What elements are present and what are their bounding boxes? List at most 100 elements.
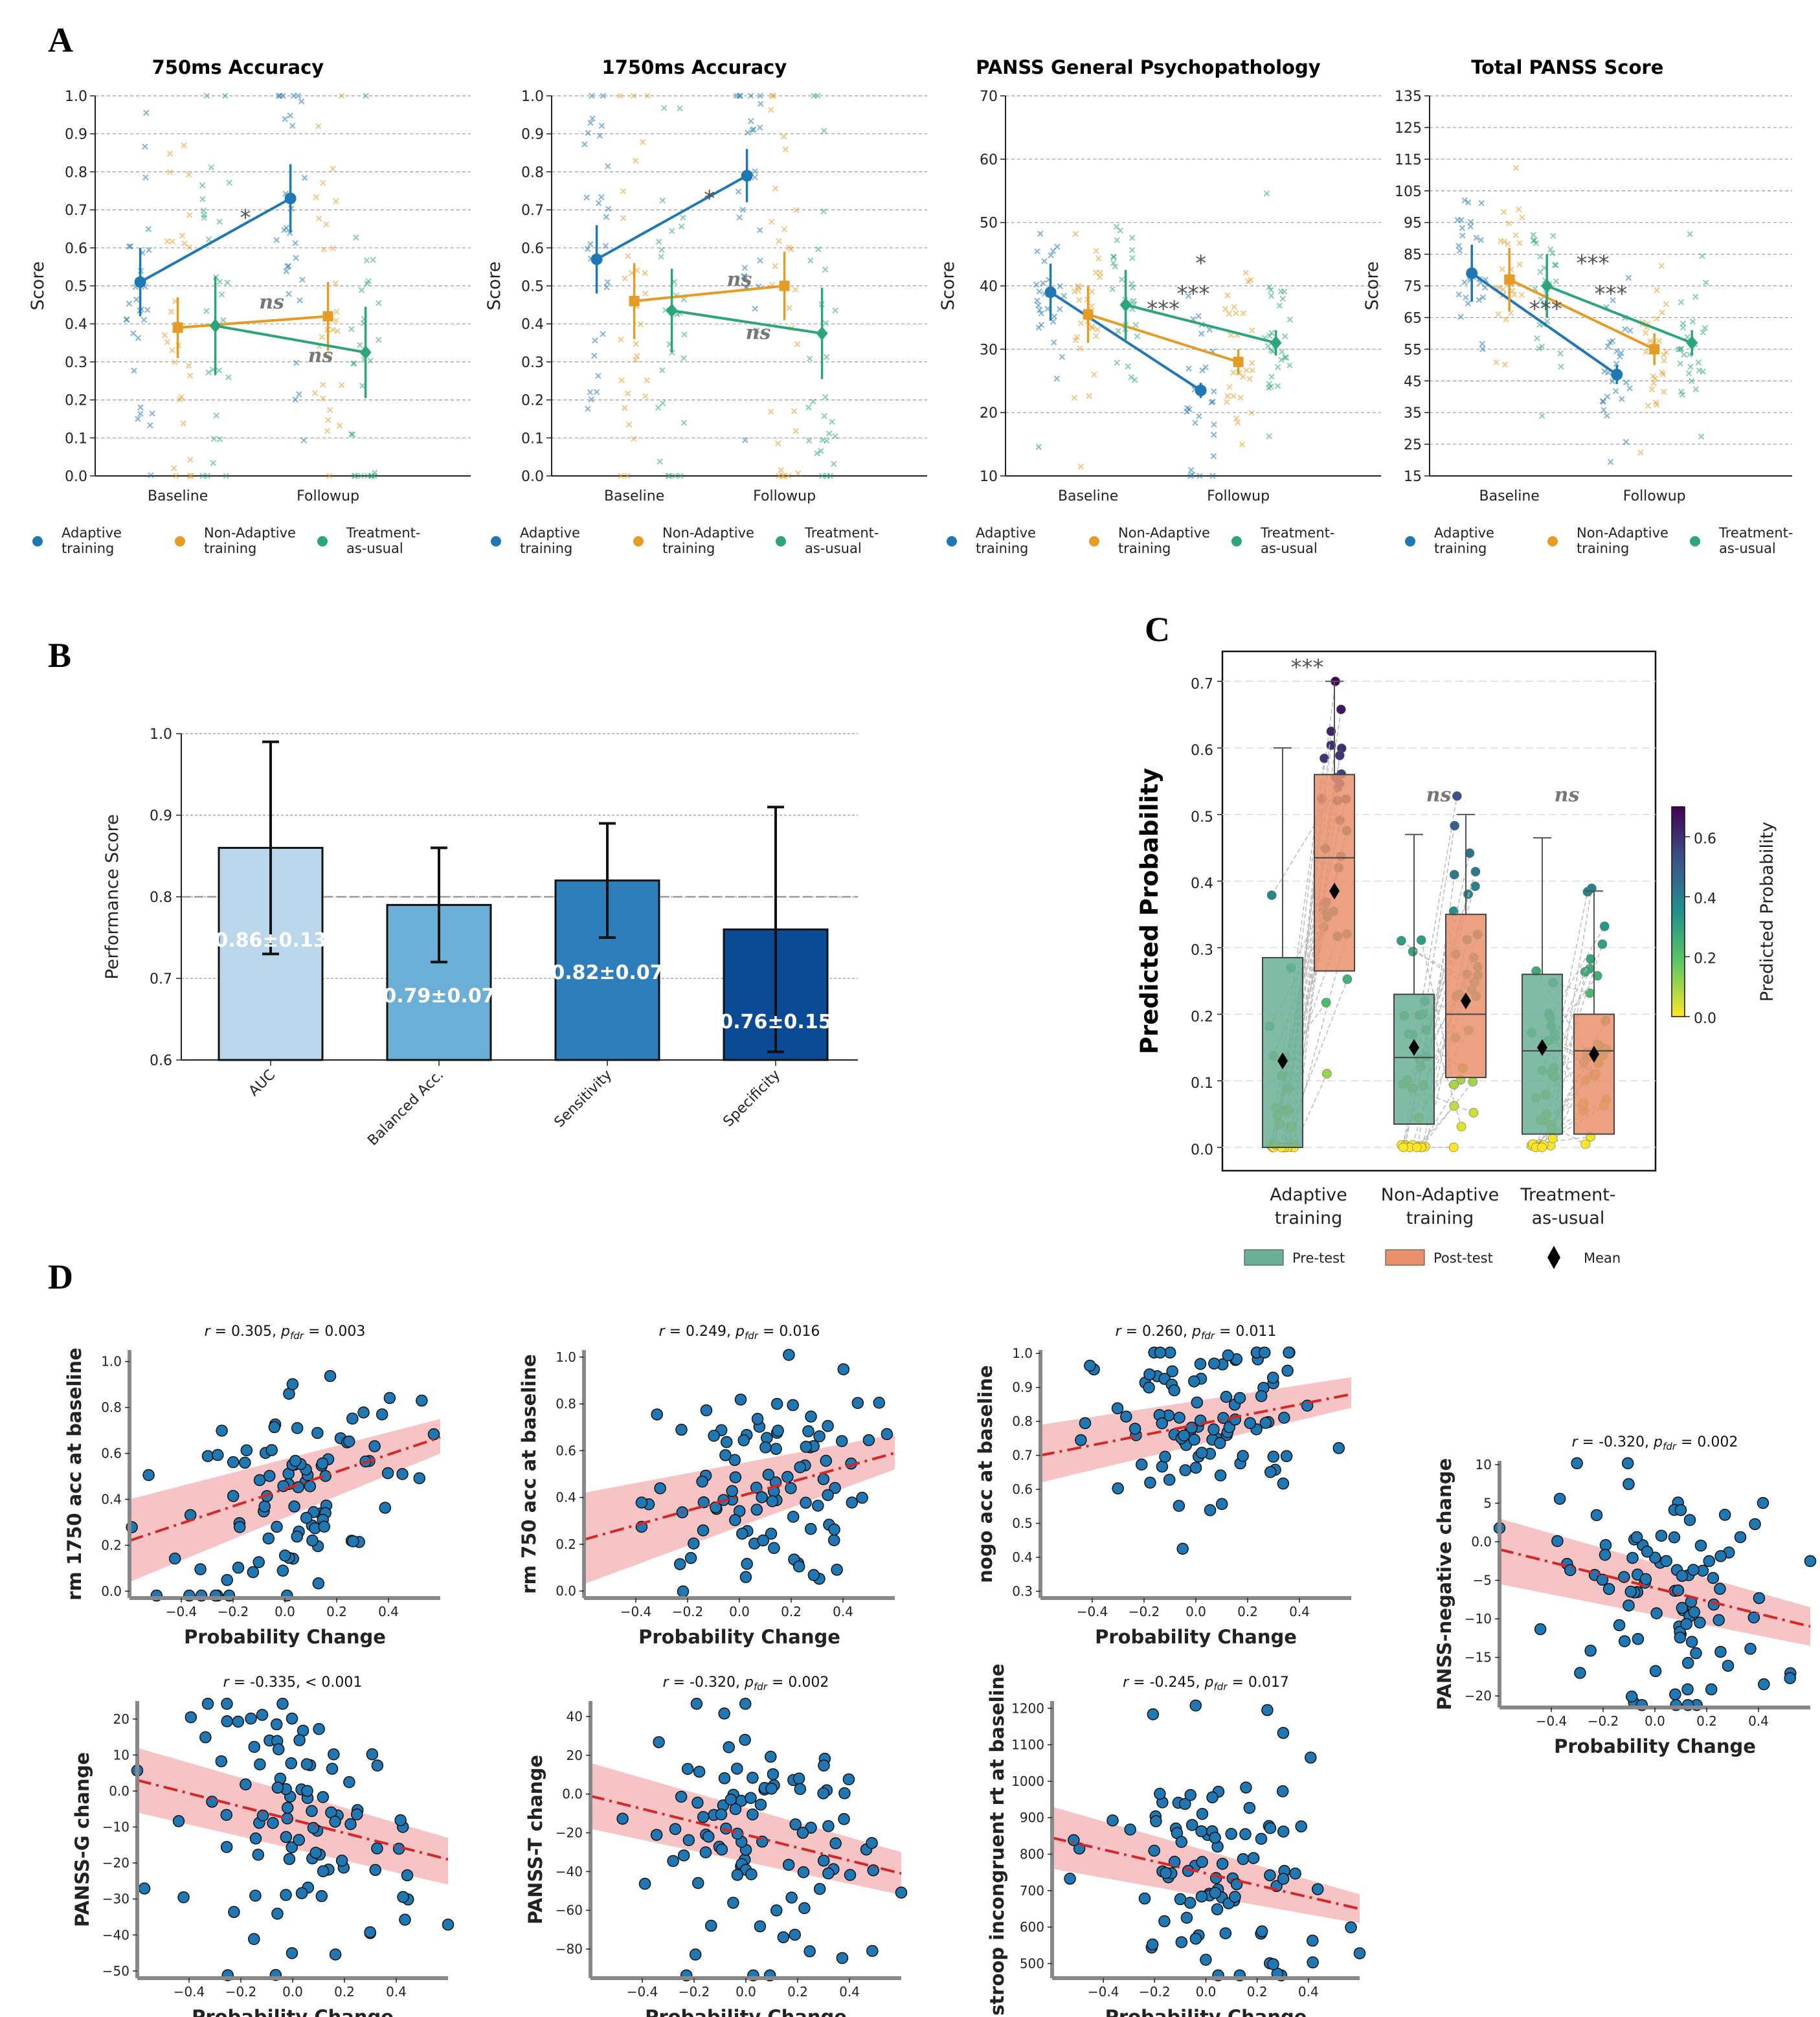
data-point (783, 1349, 795, 1361)
data-point (1175, 1836, 1188, 1848)
raw-point (583, 194, 590, 201)
raw-point (1612, 388, 1619, 394)
y-tick-label: 1.0 (1012, 1346, 1033, 1361)
raw-point (316, 215, 322, 222)
raw-point (1226, 310, 1233, 317)
raw-point (829, 418, 835, 425)
data-point (1259, 1417, 1272, 1429)
raw-point (144, 306, 151, 313)
y-tick-label: 20 (567, 1748, 583, 1763)
raw-point (1549, 250, 1556, 256)
data-point (335, 1854, 348, 1867)
data-point (1714, 1645, 1727, 1658)
data-point (1209, 1886, 1222, 1899)
data-point (221, 1698, 233, 1710)
data-point (1239, 1828, 1252, 1840)
data-point (194, 1563, 207, 1575)
legend-label: Post-test (1433, 1250, 1493, 1266)
data-point (315, 1890, 328, 1902)
raw-point (295, 93, 302, 99)
data-point (206, 1796, 218, 1808)
raw-point (1622, 326, 1628, 332)
data-point (324, 1369, 337, 1382)
raw-point (334, 328, 341, 335)
plot-frame (1221, 650, 1657, 1172)
raw-point (620, 214, 627, 221)
data-point (1154, 1346, 1167, 1359)
y-axis-label: Predicted Probability (1136, 768, 1163, 1054)
data-point (650, 1829, 663, 1841)
data-point (1184, 1897, 1196, 1909)
series-line-1 (1509, 278, 1656, 351)
series-line-2 (671, 309, 822, 335)
raw-point (287, 112, 293, 119)
raw-point (1506, 220, 1512, 227)
data-point (1143, 1381, 1155, 1394)
box-chart-C: 0.0 0.1 0.2 0.3 0.4 0.5 0.6 0.7 Predicted Probab… (1136, 650, 1777, 1269)
raw-point (1034, 297, 1040, 304)
x-tick-label: −0.4 (174, 1984, 205, 2000)
data-point (820, 1454, 833, 1467)
box (1314, 774, 1355, 972)
x-tick-label: 0.4 (1748, 1713, 1769, 1729)
subject-point (1450, 820, 1459, 831)
data-point (690, 1698, 703, 1710)
raw-point (1478, 200, 1485, 207)
significance-label: ns (259, 291, 284, 314)
raw-point (600, 331, 606, 337)
y-tick-label: 0.2 (101, 1537, 122, 1553)
panel-letter-b: B (48, 636, 71, 675)
paired-line (1404, 995, 1476, 1017)
raw-point (320, 179, 326, 186)
mean-marker (1409, 1039, 1419, 1056)
raw-point (225, 374, 232, 381)
raw-point (1479, 346, 1486, 352)
raw-point (782, 146, 789, 153)
x-tick-label: 0.0 (729, 1604, 750, 1619)
raw-point (637, 321, 644, 328)
raw-point (602, 242, 609, 249)
raw-point (1618, 350, 1624, 357)
raw-point (299, 276, 306, 283)
data-point (781, 1470, 794, 1483)
raw-point (181, 142, 187, 149)
data-point (829, 1837, 842, 1850)
raw-point (289, 122, 296, 130)
raw-point (618, 336, 624, 343)
data-point (1146, 1938, 1159, 1951)
data-point (817, 1787, 829, 1799)
data-point (654, 1482, 666, 1494)
raw-point (1656, 337, 1663, 344)
raw-point (1072, 337, 1079, 344)
subject-point (1547, 1133, 1558, 1144)
raw-point (286, 291, 292, 297)
y-tick-label: 0.3 (65, 355, 87, 371)
data-point (1267, 1958, 1279, 1970)
raw-point (1222, 306, 1229, 312)
y-tick-label: 0.4 (65, 317, 87, 333)
data-point (1784, 1672, 1797, 1684)
raw-point (770, 93, 776, 99)
data-point (1618, 1635, 1631, 1647)
legend-label: Treatment- (804, 525, 879, 541)
raw-point (1530, 232, 1536, 238)
stat-p-value: = 0.002 (767, 1674, 829, 1691)
y-tick-label: 0.9 (1012, 1380, 1033, 1395)
data-point (1574, 1667, 1586, 1679)
chart-title: 750ms Accuracy (152, 56, 324, 78)
data-point (653, 1736, 665, 1748)
raw-point (1626, 385, 1633, 392)
raw-point (1129, 254, 1136, 262)
raw-point (1246, 376, 1253, 382)
raw-point (1112, 263, 1119, 270)
raw-point (313, 194, 320, 201)
raw-point (351, 473, 358, 479)
raw-point (1095, 255, 1102, 262)
raw-point (1202, 364, 1209, 370)
data-point (750, 1504, 763, 1516)
raw-point (587, 389, 594, 396)
raw-point (1268, 383, 1274, 390)
data-point (1624, 1585, 1637, 1598)
raw-point (659, 400, 666, 407)
raw-point (792, 428, 799, 434)
